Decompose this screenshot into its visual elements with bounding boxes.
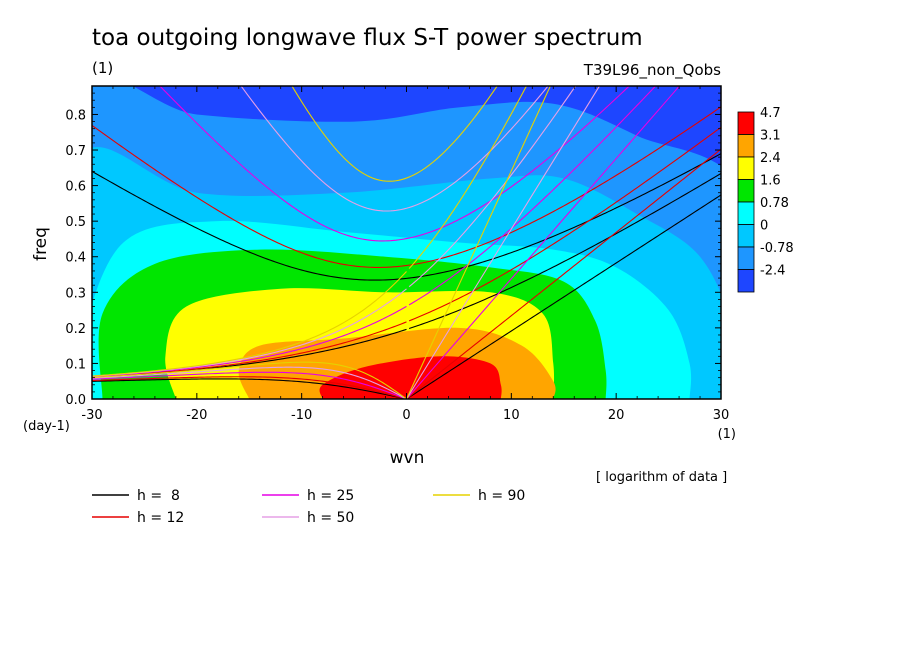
contour-fills: [92, 86, 721, 399]
kelvin-wave-curve-h50: [406, 86, 601, 399]
y-axis-label: freq: [31, 227, 51, 261]
y-tick-label: 0.6: [65, 180, 86, 195]
colorbar-label: -0.78: [760, 241, 794, 256]
legend: h = 8 h = 12 h = 25 h = 50 h = 90: [92, 488, 525, 526]
y-tick-label: 0.8: [65, 108, 86, 123]
rossby-curve-h90: [92, 361, 407, 399]
colorbar-label: -2.4: [760, 264, 785, 279]
x-tick-label: 10: [503, 408, 520, 423]
colorbar-label: 4.7: [760, 106, 781, 121]
rossby-curve-h12: [92, 376, 407, 399]
dispersion-curves: [92, 86, 721, 399]
eig0-curve-h50: [408, 86, 577, 288]
chart-title: toa outgoing longwave flux S-T power spe…: [92, 25, 643, 51]
rossby-curve-h25: [92, 371, 407, 399]
colorbar-label: 2.4: [760, 151, 781, 166]
inertia-gravity-curve-h50: [240, 86, 549, 212]
colorbar-label: 0: [760, 219, 768, 234]
x-tick-label: 0: [402, 408, 410, 423]
legend-label-h12: h = 12: [137, 510, 184, 526]
colorbar-label: 0.78: [760, 196, 789, 211]
legend-label-h90: h = 90: [478, 488, 525, 504]
colorbar-swatch: [737, 179, 755, 203]
y-axis: 0.0 0.1 0.2 0.3 0.4 0.5 0.6 0.7 0.8: [65, 92, 721, 408]
colorbar-swatch: [737, 134, 755, 158]
x-tick-label: -20: [186, 408, 207, 423]
y-tick-label: 0.3: [65, 286, 86, 301]
colorbar-swatch: [737, 156, 755, 180]
legend-label-h25: h = 25: [307, 488, 354, 504]
units-label: (1): [92, 59, 113, 77]
y-tick-label: 0.2: [65, 322, 86, 337]
y-tick-label: 0.0: [65, 393, 86, 408]
y-tick-label: 0.7: [65, 144, 86, 159]
colorbar-swatch: [737, 246, 755, 270]
inertia-gravity-curve-h12: [92, 106, 721, 268]
x-units-label: (1): [718, 427, 736, 442]
mixed-rossby-gravity-curve-h12: [92, 321, 407, 378]
plot-area: [92, 86, 721, 399]
y-units-label: (day-1): [23, 419, 70, 434]
x-tick-label: 20: [608, 408, 625, 423]
y-tick-label: 0.1: [65, 357, 86, 372]
eig0-curve-h12: [408, 126, 721, 322]
x-axis: -30 -20 -10 0 10 20 30: [81, 86, 729, 423]
eig0-curve-h25: [408, 86, 657, 306]
colorbar-label: 3.1: [760, 129, 781, 144]
kelvin-wave-curve-h25: [406, 86, 681, 399]
y-tick-label: 0.4: [65, 251, 86, 266]
x-tick-label: -30: [81, 408, 102, 423]
inertia-gravity-curve-h25: [159, 86, 631, 242]
inertia-gravity-curve-h90: [291, 86, 498, 182]
kelvin-wave-curve-h8: [406, 194, 721, 399]
kelvin-wave-curve-h90: [406, 86, 551, 399]
colorbar-swatch: [737, 111, 755, 135]
colorbar-swatch: [737, 224, 755, 248]
legend-label-h50: h = 50: [307, 510, 354, 526]
log-note: [ logarithm of data ]: [596, 470, 727, 485]
rossby-curve-h50: [92, 366, 407, 399]
x-axis-label: wvn: [390, 448, 425, 468]
inertia-gravity-curve-h8: [92, 153, 721, 281]
x-tick-label: -10: [291, 408, 312, 423]
eig0-curve-h90: [408, 86, 528, 269]
y-tick-label: 0.5: [65, 215, 86, 230]
rossby-curve-h8: [92, 378, 407, 399]
x-tick-label: 30: [713, 408, 730, 423]
mixed-rossby-gravity-curve-h25: [92, 305, 407, 378]
kelvin-wave-curve-h12: [406, 148, 721, 399]
colorbar-label: 1.6: [760, 174, 781, 189]
colorbar: 4.7 3.1 2.4 1.6 0.78 0 -0.78 -2.4: [737, 106, 794, 293]
legend-label-h8: h = 8: [137, 488, 180, 504]
experiment-label: T39L96_non_Qobs: [583, 61, 721, 80]
colorbar-swatch: [737, 201, 755, 225]
mixed-rossby-gravity-curve-h90: [92, 271, 407, 377]
colorbar-swatch: [737, 269, 755, 293]
